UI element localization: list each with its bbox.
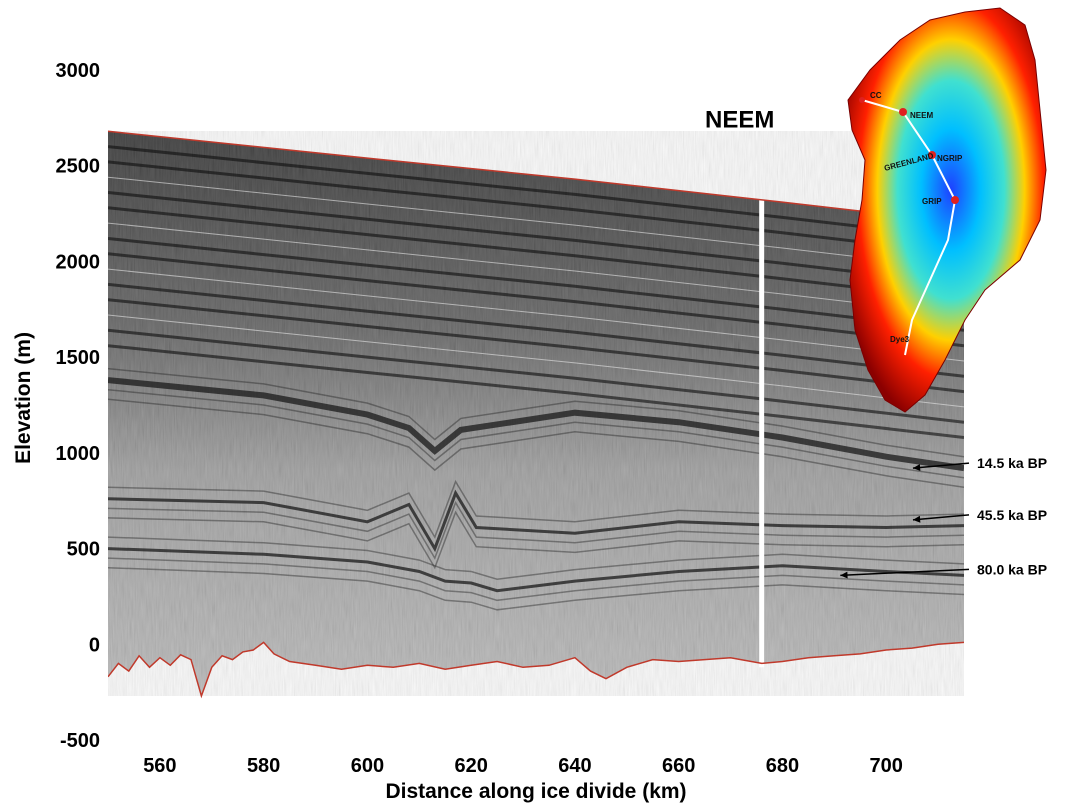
upper-layer	[108, 282, 964, 378]
map-label-ngrip: NGRIP	[937, 154, 963, 163]
map-site-neem	[899, 108, 907, 116]
upper-layer	[108, 237, 964, 332]
y-tick-label: 2000	[56, 251, 101, 273]
x-tick-label: 640	[558, 755, 591, 777]
neem-site-label: NEEM	[705, 106, 774, 133]
upper-layer	[108, 160, 964, 256]
greenland-inset-map: CC NEEM NGRIP GREENLAND GRIP Dye3	[847, 7, 1047, 413]
internal-layer-echo	[108, 557, 964, 602]
annotation-arrow	[840, 568, 970, 577]
map-label-neem: NEEM	[910, 111, 933, 120]
upper-layer	[108, 328, 964, 424]
internal-layer-echo	[108, 566, 964, 611]
radargram	[108, 130, 964, 699]
internal-layer	[108, 547, 964, 593]
x-tick-label: 580	[247, 755, 280, 777]
x-tick-label: 600	[351, 755, 384, 777]
age-label: 14.5 ka BP	[977, 455, 1047, 471]
internal-layer	[108, 377, 964, 472]
x-tick-labels: 560 580 600 620 640 660 680 700	[143, 755, 903, 777]
internal-layer-echo	[108, 479, 964, 539]
map-site-cc	[859, 97, 865, 103]
greenland-shape	[847, 7, 1047, 413]
internal-layer-echo	[108, 398, 964, 489]
y-tick-label: 2500	[56, 156, 101, 178]
map-label-dye3: Dye3	[890, 335, 910, 344]
y-tick-label: 1500	[56, 347, 101, 369]
ice-speckle	[108, 131, 964, 697]
bed-line	[108, 641, 964, 699]
annotation-arrow	[912, 462, 970, 469]
map-site-grip	[951, 196, 959, 204]
y-tick-label: -500	[60, 730, 100, 752]
upper-layer	[108, 145, 964, 240]
x-tick-label: 560	[143, 755, 176, 777]
y-tick-labels: 3000 2500 2000 1500 1000 500 0 -500	[56, 60, 101, 752]
annotation-arrowhead	[912, 464, 921, 472]
y-tick-label: 3000	[56, 60, 101, 82]
x-axis-title: Distance along ice divide (km)	[385, 780, 686, 803]
age-label: 80.0 ka BP	[977, 561, 1047, 577]
upper-layer	[108, 314, 964, 408]
upper-layer	[108, 191, 964, 286]
ice-divide-line	[861, 99, 957, 356]
x-tick-label: 680	[766, 755, 799, 777]
upper-layer	[108, 298, 964, 394]
annotation-arrowhead	[840, 571, 848, 579]
age-annotations: 14.5 ka BP 45.5 ka BP 80.0 ka BP	[840, 455, 1047, 579]
x-tick-label: 660	[662, 755, 695, 777]
internal-layer-echo	[108, 510, 964, 570]
y-axis-title: Elevation (m)	[12, 332, 35, 464]
surface-line	[108, 130, 964, 224]
map-label-grip: GRIP	[922, 197, 942, 206]
internal-layer	[108, 489, 964, 553]
internal-layer-echo	[108, 367, 964, 458]
upper-layer	[108, 268, 964, 362]
age-label: 45.5 ka BP	[977, 507, 1047, 523]
internal-layer-echo	[108, 536, 964, 580]
dark-layer-bands	[108, 145, 964, 611]
map-label-cc: CC	[870, 91, 882, 100]
map-site-ngrip	[928, 151, 936, 159]
y-tick-label: 0	[89, 634, 100, 656]
annotation-arrow	[912, 514, 970, 521]
y-tick-label: 500	[67, 539, 100, 561]
upper-layer	[108, 206, 964, 302]
upper-layer	[108, 252, 964, 348]
internal-layer-echo	[108, 388, 964, 479]
y-tick-label: 1000	[56, 443, 101, 465]
upper-layer	[108, 344, 964, 439]
x-tick-label: 620	[454, 755, 487, 777]
x-tick-label: 700	[869, 755, 902, 777]
annotation-arrowhead	[912, 515, 921, 523]
upper-layer	[108, 222, 964, 316]
upper-layer	[108, 176, 964, 270]
internal-layer-echo	[108, 500, 964, 560]
